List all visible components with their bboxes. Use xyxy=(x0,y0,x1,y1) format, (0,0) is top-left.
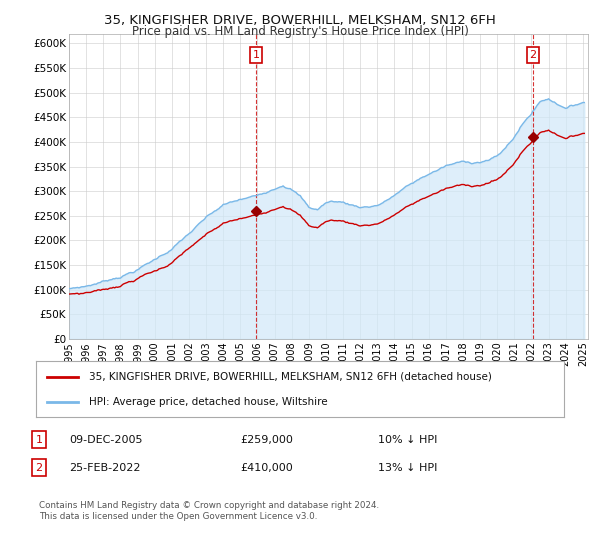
Text: Price paid vs. HM Land Registry's House Price Index (HPI): Price paid vs. HM Land Registry's House … xyxy=(131,25,469,38)
Text: 2: 2 xyxy=(35,463,43,473)
Text: 1: 1 xyxy=(253,50,259,60)
Text: Contains HM Land Registry data © Crown copyright and database right 2024.
This d: Contains HM Land Registry data © Crown c… xyxy=(39,501,379,521)
Text: 35, KINGFISHER DRIVE, BOWERHILL, MELKSHAM, SN12 6FH (detached house): 35, KINGFISHER DRIVE, BOWERHILL, MELKSHA… xyxy=(89,372,491,382)
Text: 25-FEB-2022: 25-FEB-2022 xyxy=(69,463,140,473)
Text: HPI: Average price, detached house, Wiltshire: HPI: Average price, detached house, Wilt… xyxy=(89,396,328,407)
Text: 35, KINGFISHER DRIVE, BOWERHILL, MELKSHAM, SN12 6FH: 35, KINGFISHER DRIVE, BOWERHILL, MELKSHA… xyxy=(104,14,496,27)
Text: 10% ↓ HPI: 10% ↓ HPI xyxy=(378,435,437,445)
Text: 1: 1 xyxy=(35,435,43,445)
Text: £259,000: £259,000 xyxy=(240,435,293,445)
Text: 09-DEC-2005: 09-DEC-2005 xyxy=(69,435,143,445)
Text: 13% ↓ HPI: 13% ↓ HPI xyxy=(378,463,437,473)
Text: 2: 2 xyxy=(529,50,536,60)
Text: £410,000: £410,000 xyxy=(240,463,293,473)
